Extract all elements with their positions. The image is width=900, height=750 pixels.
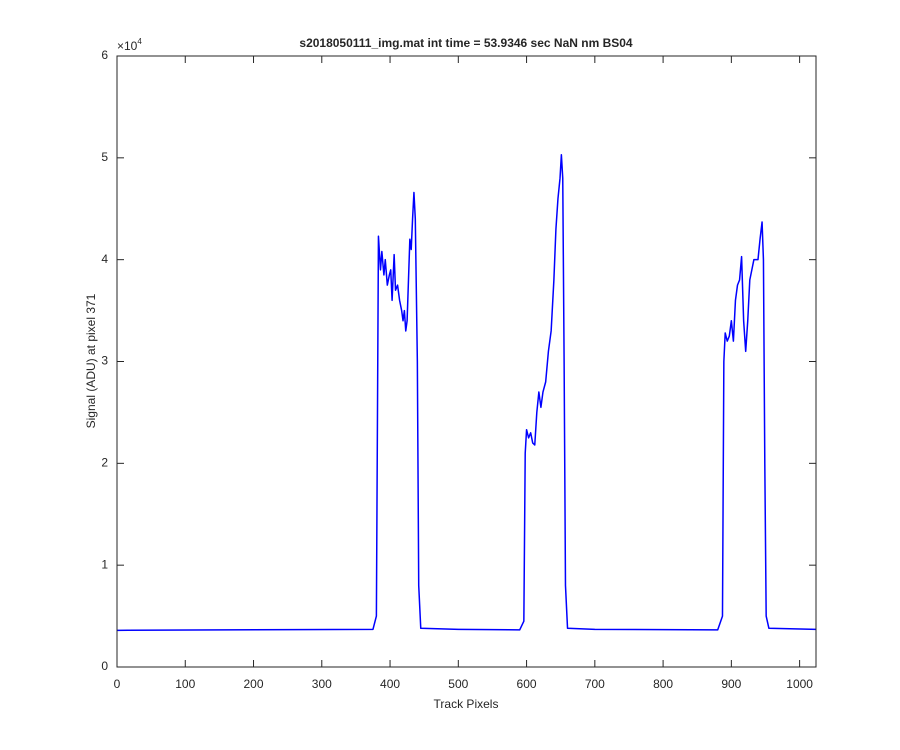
x-tick-label: 400: [380, 677, 400, 691]
x-tick-label: 300: [312, 677, 332, 691]
plot-area: 0 100 200 300 400 500 600 700 800 900 1000 0 1 2 3 4 5 6: [101, 48, 817, 691]
y-axis-label: Signal (ADU) at pixel 371: [84, 293, 98, 428]
y-tick-label: 6: [101, 48, 108, 62]
x-tick-label: 900: [721, 677, 741, 691]
x-tick-label: 600: [517, 677, 537, 691]
x-axis-label: Track Pixels: [434, 697, 499, 711]
y-tick-label: 5: [101, 150, 108, 164]
y-tick-label: 3: [101, 354, 108, 368]
y-multiplier-power: 4: [137, 37, 142, 46]
x-tick-label: 0: [114, 677, 121, 691]
x-tick-label: 700: [585, 677, 605, 691]
y-multiplier: ×104: [117, 37, 142, 53]
x-tick-label: 800: [653, 677, 673, 691]
x-tick-label: 1000: [786, 677, 813, 691]
x-tick-label: 100: [175, 677, 195, 691]
data-line: [116, 154, 817, 632]
x-tick-label: 200: [244, 677, 264, 691]
chart-title: s2018050111_img.mat int time = 53.9346 s…: [299, 36, 633, 50]
y-tick-label: 2: [101, 456, 108, 470]
y-tick-label: 1: [101, 557, 108, 571]
x-tick-label: 500: [448, 677, 468, 691]
axes-box: [116, 55, 817, 668]
y-multiplier-base: ×10: [117, 39, 138, 53]
y-tick-label: 0: [101, 659, 108, 673]
y-tick-label: 4: [101, 252, 108, 266]
